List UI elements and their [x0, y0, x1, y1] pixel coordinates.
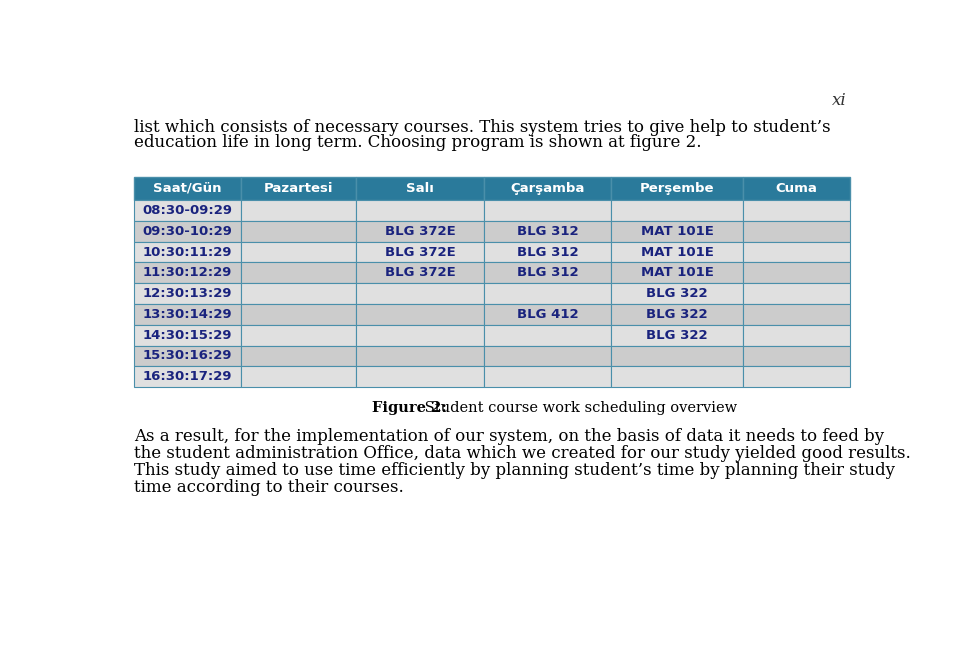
- Text: BLG 312: BLG 312: [516, 266, 578, 279]
- Bar: [134, 325, 241, 346]
- Bar: [743, 221, 850, 242]
- Text: 09:30-10:29: 09:30-10:29: [142, 224, 232, 238]
- Text: 15:30:16:29: 15:30:16:29: [143, 350, 232, 362]
- Bar: [356, 283, 484, 304]
- Bar: [356, 325, 484, 346]
- Bar: [134, 283, 241, 304]
- Bar: [356, 221, 484, 242]
- Bar: [241, 304, 356, 325]
- Text: BLG 322: BLG 322: [646, 287, 708, 300]
- Text: BLG 372E: BLG 372E: [385, 246, 455, 258]
- Text: This study aimed to use time efficiently by planning student’s time by planning : This study aimed to use time efficiently…: [134, 462, 895, 479]
- Bar: [484, 325, 612, 346]
- Bar: [241, 346, 356, 366]
- Bar: [743, 242, 850, 262]
- Text: 16:30:17:29: 16:30:17:29: [143, 370, 232, 383]
- Bar: [484, 221, 612, 242]
- Bar: [743, 283, 850, 304]
- Text: 10:30:11:29: 10:30:11:29: [143, 246, 232, 258]
- Bar: [241, 366, 356, 387]
- Bar: [241, 262, 356, 283]
- Bar: [356, 242, 484, 262]
- Text: 12:30:13:29: 12:30:13:29: [143, 287, 232, 300]
- Text: Çarşamba: Çarşamba: [511, 182, 585, 195]
- Bar: [743, 346, 850, 366]
- Bar: [612, 242, 743, 262]
- Bar: [612, 325, 743, 346]
- Bar: [134, 177, 241, 200]
- Bar: [743, 325, 850, 346]
- Bar: [134, 221, 241, 242]
- Bar: [743, 366, 850, 387]
- Text: BLG 312: BLG 312: [516, 246, 578, 258]
- Bar: [356, 366, 484, 387]
- Text: 11:30:12:29: 11:30:12:29: [143, 266, 232, 279]
- Text: BLG 312: BLG 312: [516, 224, 578, 238]
- Bar: [484, 283, 612, 304]
- Text: BLG 322: BLG 322: [646, 329, 708, 342]
- Bar: [484, 262, 612, 283]
- Text: 14:30:15:29: 14:30:15:29: [143, 329, 232, 342]
- Text: time according to their courses.: time according to their courses.: [134, 479, 404, 496]
- Text: list which consists of necessary courses. This system tries to give help to stud: list which consists of necessary courses…: [134, 119, 830, 136]
- Text: 08:30-09:29: 08:30-09:29: [142, 204, 232, 217]
- Bar: [134, 366, 241, 387]
- Bar: [484, 304, 612, 325]
- Text: xi: xi: [832, 92, 847, 109]
- Bar: [356, 200, 484, 221]
- Text: Perşembe: Perşembe: [640, 182, 714, 195]
- Text: BLG 412: BLG 412: [516, 308, 578, 321]
- Bar: [134, 346, 241, 366]
- Text: Salı: Salı: [406, 182, 434, 195]
- Text: BLG 372E: BLG 372E: [385, 266, 455, 279]
- Text: BLG 372E: BLG 372E: [385, 224, 455, 238]
- Bar: [356, 304, 484, 325]
- Bar: [484, 200, 612, 221]
- Bar: [612, 283, 743, 304]
- Bar: [241, 177, 356, 200]
- Text: Student course work scheduling overview: Student course work scheduling overview: [420, 401, 737, 415]
- Text: Cuma: Cuma: [776, 182, 818, 195]
- Text: MAT 101E: MAT 101E: [640, 224, 713, 238]
- Bar: [134, 200, 241, 221]
- Text: BLG 322: BLG 322: [646, 308, 708, 321]
- Text: Saat/Gün: Saat/Gün: [154, 182, 222, 195]
- Text: MAT 101E: MAT 101E: [640, 266, 713, 279]
- Bar: [356, 262, 484, 283]
- Bar: [241, 325, 356, 346]
- Text: education life in long term. Choosing program is shown at figure 2.: education life in long term. Choosing pr…: [134, 134, 702, 151]
- Bar: [484, 366, 612, 387]
- Bar: [743, 304, 850, 325]
- Bar: [241, 221, 356, 242]
- Text: 13:30:14:29: 13:30:14:29: [143, 308, 232, 321]
- Text: the student administration Office, data which we created for our study yielded g: the student administration Office, data …: [134, 445, 911, 462]
- Bar: [356, 346, 484, 366]
- Bar: [356, 177, 484, 200]
- Bar: [612, 177, 743, 200]
- Bar: [241, 283, 356, 304]
- Bar: [612, 346, 743, 366]
- Bar: [743, 262, 850, 283]
- Text: Figure 2:: Figure 2:: [372, 401, 446, 415]
- Bar: [743, 200, 850, 221]
- Bar: [241, 200, 356, 221]
- Bar: [484, 177, 612, 200]
- Bar: [612, 304, 743, 325]
- Bar: [612, 366, 743, 387]
- Bar: [612, 221, 743, 242]
- Bar: [134, 304, 241, 325]
- Bar: [612, 200, 743, 221]
- Bar: [484, 346, 612, 366]
- Bar: [134, 242, 241, 262]
- Bar: [134, 262, 241, 283]
- Bar: [612, 262, 743, 283]
- Bar: [241, 242, 356, 262]
- Text: Pazartesi: Pazartesi: [264, 182, 333, 195]
- Text: As a result, for the implementation of our system, on the basis of data it needs: As a result, for the implementation of o…: [134, 428, 884, 445]
- Bar: [743, 177, 850, 200]
- Text: MAT 101E: MAT 101E: [640, 246, 713, 258]
- Bar: [484, 242, 612, 262]
